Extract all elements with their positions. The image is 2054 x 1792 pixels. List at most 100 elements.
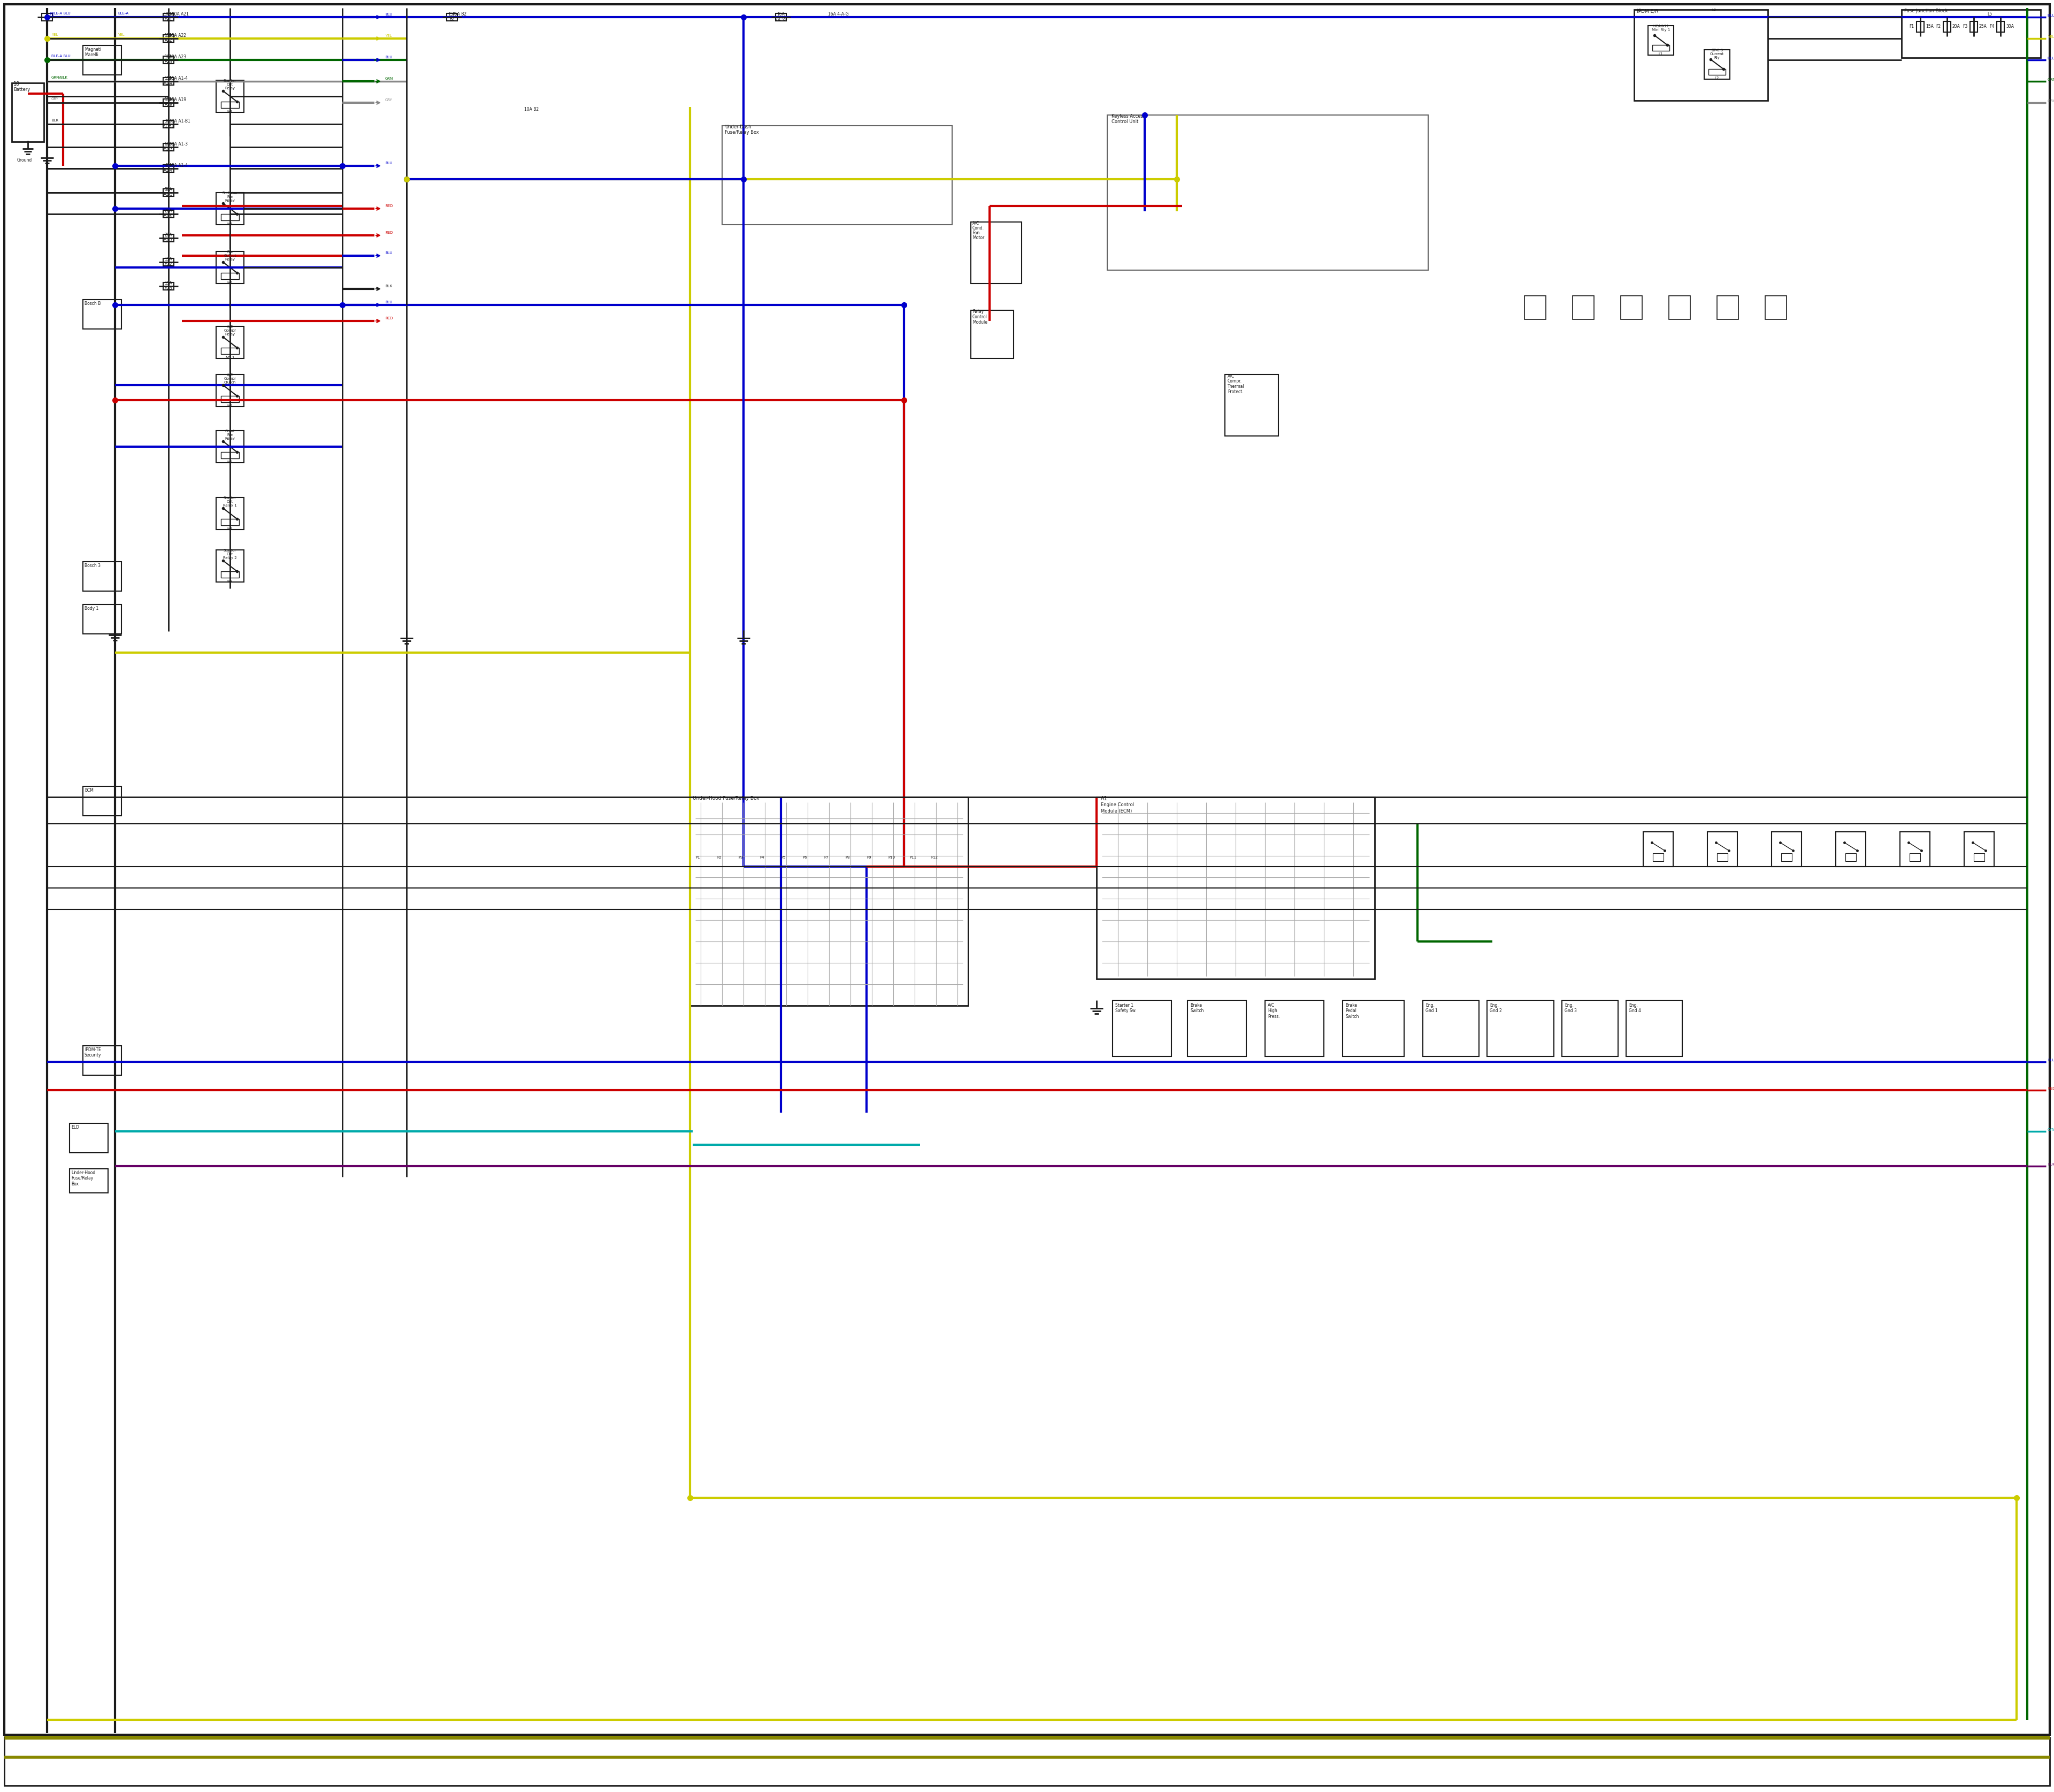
Bar — [216, 550, 244, 582]
Text: 15A: 15A — [164, 34, 173, 38]
Bar — [162, 283, 175, 290]
Bar — [82, 1047, 121, 1075]
Bar — [1668, 296, 1690, 319]
Text: Relay: Relay — [972, 310, 984, 314]
Text: 15A: 15A — [164, 281, 173, 285]
Bar — [1187, 1000, 1247, 1057]
Text: 15A: 15A — [164, 97, 173, 102]
Text: P7: P7 — [824, 857, 828, 858]
Bar — [1900, 831, 1931, 867]
Bar — [82, 604, 121, 634]
Bar — [162, 34, 175, 43]
Bar — [216, 430, 244, 462]
Bar — [1970, 22, 1978, 32]
Text: M8: M8 — [228, 581, 232, 582]
Text: ELD: ELD — [72, 1125, 80, 1129]
Text: M3: M3 — [228, 461, 232, 464]
Text: A/C
Compr
Clutch: A/C Compr Clutch — [224, 373, 236, 383]
Text: 40A: 40A — [164, 163, 173, 168]
Bar — [41, 13, 53, 22]
Bar — [1561, 1000, 1619, 1057]
Bar — [216, 498, 244, 530]
Text: BLU B3: BLU B3 — [2048, 57, 2054, 59]
Text: L2: L2 — [1711, 9, 1715, 13]
Text: 100A A21: 100A A21 — [168, 13, 189, 16]
Bar — [162, 188, 175, 197]
Text: 40A A1-4: 40A A1-4 — [168, 163, 187, 168]
Bar — [12, 82, 43, 142]
Text: 10A: 10A — [164, 54, 173, 59]
Bar — [70, 1124, 109, 1152]
Text: A/C
High
Press.: A/C High Press. — [1267, 1004, 1280, 1020]
Text: F1: F1 — [1908, 25, 1914, 29]
Text: F1: F1 — [49, 13, 53, 16]
Text: BLU: BLU — [386, 301, 392, 305]
Bar — [82, 299, 121, 330]
Text: P1: P1 — [696, 857, 700, 858]
Text: P4: P4 — [760, 857, 764, 858]
Text: BLU: BLU — [2048, 1059, 2054, 1063]
Text: Starter
Cut
Relay 2: Starter Cut Relay 2 — [224, 548, 236, 559]
Text: B2: B2 — [450, 16, 454, 22]
Bar — [82, 787, 121, 815]
Bar — [222, 520, 238, 525]
Bar — [1097, 797, 1374, 978]
Text: 15A: 15A — [164, 75, 173, 81]
Text: Eng.
Gnd 1: Eng. Gnd 1 — [1425, 1004, 1438, 1012]
Text: Eng.
Gnd 4: Eng. Gnd 4 — [1629, 1004, 1641, 1012]
Text: P9: P9 — [867, 857, 871, 858]
Bar — [1836, 831, 1865, 867]
Text: Module: Module — [972, 321, 988, 324]
Text: 10A B2: 10A B2 — [524, 108, 538, 111]
Text: Under-Hood
Fuse/Relay
Box: Under-Hood Fuse/Relay Box — [72, 1170, 94, 1186]
Text: A1-7: A1-7 — [164, 238, 173, 242]
Text: A1-G: A1-G — [776, 16, 787, 22]
Text: RED: RED — [386, 317, 392, 321]
Text: GRN B4: GRN B4 — [2048, 79, 2054, 81]
Text: Module (ECM): Module (ECM) — [1101, 808, 1132, 814]
Text: 15A: 15A — [448, 13, 456, 16]
Text: GRN: GRN — [386, 77, 394, 81]
Text: Motor: Motor — [972, 235, 984, 240]
Text: 15A A22: 15A A22 — [168, 34, 187, 38]
Text: F4: F4 — [1988, 25, 1994, 29]
Text: M1-1: M1-1 — [226, 357, 234, 360]
Text: A19: A19 — [164, 102, 173, 108]
Text: BLU: BLU — [386, 251, 392, 254]
Text: Battery: Battery — [14, 88, 31, 91]
Text: RED: RED — [386, 204, 392, 208]
Text: Under-Hood Fuse/Relay Box: Under-Hood Fuse/Relay Box — [692, 796, 760, 801]
Bar — [216, 192, 244, 224]
Text: YEL: YEL — [51, 34, 58, 36]
Bar — [162, 235, 175, 242]
Text: Ground: Ground — [16, 158, 33, 163]
Bar — [1635, 9, 1768, 100]
Text: P6: P6 — [803, 857, 807, 858]
Text: YEL B2: YEL B2 — [2048, 36, 2054, 38]
Text: 15A B2: 15A B2 — [452, 13, 466, 16]
Bar — [1964, 831, 1994, 867]
Text: P2: P2 — [717, 857, 721, 858]
Text: BLK: BLK — [386, 285, 392, 289]
Text: L1: L1 — [1637, 9, 1641, 13]
Bar — [1916, 22, 1925, 32]
Bar — [1771, 831, 1801, 867]
Text: IPDM-TE
Security: IPDM-TE Security — [84, 1047, 101, 1057]
Text: Fan
Cutout
Relay: Fan Cutout Relay — [224, 251, 236, 262]
Text: 10: 10 — [14, 81, 21, 86]
Text: 20A: 20A — [164, 208, 173, 213]
Text: Radiator
Fan
Relay: Radiator Fan Relay — [222, 192, 238, 202]
Bar — [222, 396, 238, 401]
Bar — [216, 81, 244, 113]
Text: RED: RED — [2048, 1088, 2054, 1090]
Bar — [1651, 45, 1670, 50]
Bar — [1423, 1000, 1479, 1057]
Bar — [70, 1168, 109, 1193]
Text: 60A A1-3: 60A A1-3 — [168, 142, 187, 147]
Bar — [1487, 1000, 1555, 1057]
Text: Under-Dash: Under-Dash — [725, 125, 752, 129]
Bar — [1902, 9, 2040, 57]
Text: GRN/BLK: GRN/BLK — [51, 75, 68, 79]
Bar — [1974, 853, 1984, 862]
Text: Thermal: Thermal — [1228, 383, 1245, 389]
